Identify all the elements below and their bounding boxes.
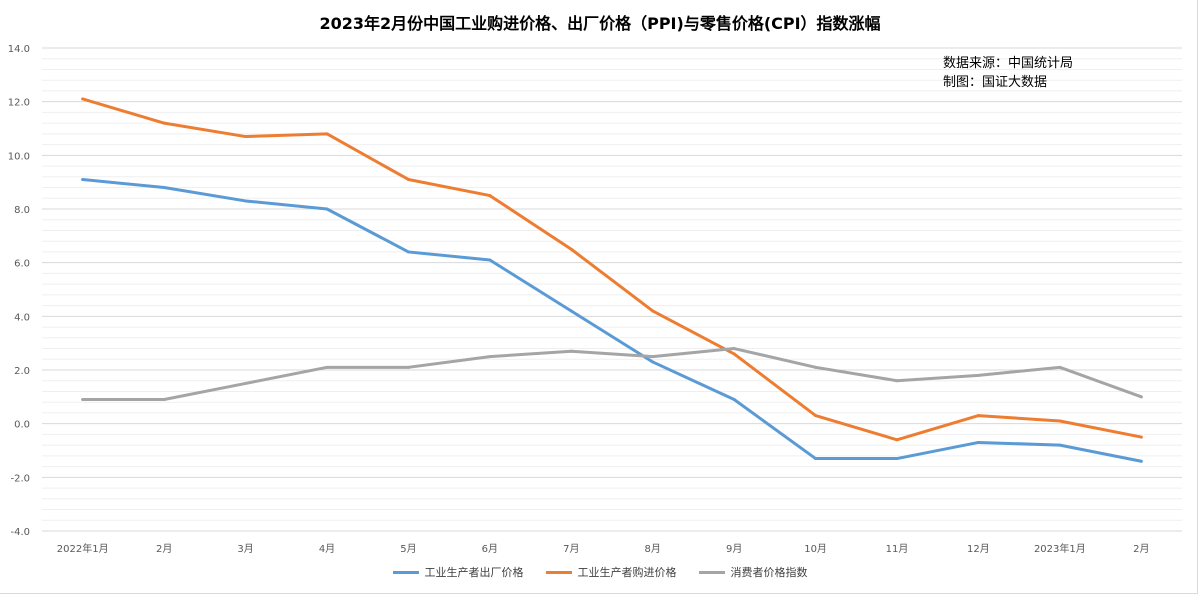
data-point: [1139, 435, 1143, 439]
series-line: [81, 347, 1143, 402]
y-tick-label: 6.0: [14, 259, 30, 270]
data-point: [814, 457, 818, 461]
data-point: [488, 355, 492, 359]
data-point: [1058, 365, 1062, 369]
data-point: [406, 250, 410, 254]
x-tick-label: 9月: [726, 543, 742, 555]
source-note: 数据来源：中国统计局 制图：国证大数据: [943, 54, 1073, 92]
y-tick-label: -4.0: [10, 527, 30, 538]
legend-swatch: [545, 570, 572, 574]
data-point: [488, 258, 492, 262]
data-point: [81, 398, 85, 402]
data-point: [325, 207, 329, 211]
x-tick-label: 2023年1月: [1034, 542, 1086, 555]
data-point: [895, 438, 899, 442]
data-point: [976, 373, 980, 377]
x-tick-label: 8月: [645, 543, 661, 555]
data-point: [814, 414, 818, 418]
chart-title: 2023年2月份中国工业购进价格、出厂价格（PPI)与零售价格(CPI）指数涨幅: [319, 14, 881, 33]
x-tick-label: 2月: [1133, 543, 1149, 555]
data-point: [651, 360, 655, 364]
data-point: [651, 355, 655, 359]
y-tick-label: 10.0: [8, 151, 30, 162]
series-line: [81, 97, 1143, 442]
data-point: [162, 186, 166, 190]
data-point: [244, 381, 248, 385]
x-tick-label: 7月: [563, 543, 579, 555]
data-point: [406, 177, 410, 181]
data-point: [1139, 459, 1143, 463]
data-point: [569, 247, 573, 251]
y-tick-label: 12.0: [8, 98, 30, 109]
author-text: 制图：国证大数据: [943, 75, 1048, 90]
x-tick-label: 2022年1月: [57, 542, 109, 555]
x-tick-label: 12月: [967, 543, 990, 555]
data-point: [325, 365, 329, 369]
legend-item: 工业生产者购进价格: [545, 564, 677, 580]
legend-item: 工业生产者出厂价格: [392, 564, 524, 580]
data-point: [976, 440, 980, 444]
x-tick-label: 10月: [804, 543, 827, 555]
data-point: [162, 121, 166, 125]
data-point: [651, 309, 655, 313]
data-point: [488, 194, 492, 198]
x-tick-label: 4月: [319, 543, 335, 555]
series-line: [81, 177, 1143, 463]
data-point: [895, 457, 899, 461]
legend-item: 消费者价格指数: [698, 564, 808, 580]
data-point: [569, 349, 573, 353]
y-tick-label: 8.0: [14, 205, 30, 216]
data-point: [732, 352, 736, 356]
y-tick-label: -2.0: [10, 473, 30, 484]
x-tick-label: 11月: [886, 543, 909, 555]
data-point: [976, 414, 980, 418]
data-point: [1058, 419, 1062, 423]
y-tick-label: 2.0: [14, 366, 30, 377]
data-point: [732, 347, 736, 351]
x-tick-label: 6月: [482, 543, 498, 555]
data-point: [814, 365, 818, 369]
data-point: [81, 177, 85, 181]
legend-label: 工业生产者购进价格: [577, 566, 677, 579]
x-tick-label: 3月: [237, 543, 253, 555]
legend-label: 消费者价格指数: [730, 566, 808, 579]
data-point: [325, 132, 329, 136]
source-text: 数据来源：中国统计局: [943, 56, 1074, 71]
legend: 工业生产者出厂价格 工业生产者购进价格 消费者价格指数: [0, 564, 1200, 580]
data-point: [1139, 395, 1143, 399]
data-point: [244, 135, 248, 139]
y-tick-label: 14.0: [8, 44, 30, 55]
data-point: [895, 379, 899, 383]
legend-label: 工业生产者出厂价格: [424, 566, 524, 579]
data-point: [406, 365, 410, 369]
legend-swatch: [392, 570, 419, 574]
data-point: [732, 398, 736, 402]
data-point: [244, 199, 248, 203]
data-point: [569, 309, 573, 313]
y-tick-label: 0.0: [14, 420, 30, 431]
data-point: [81, 97, 85, 101]
legend-swatch: [698, 570, 725, 574]
y-tick-label: 4.0: [14, 312, 30, 323]
x-tick-label: 5月: [400, 543, 416, 555]
data-point: [162, 398, 166, 402]
data-point: [1058, 443, 1062, 447]
x-tick-label: 2月: [156, 543, 172, 555]
